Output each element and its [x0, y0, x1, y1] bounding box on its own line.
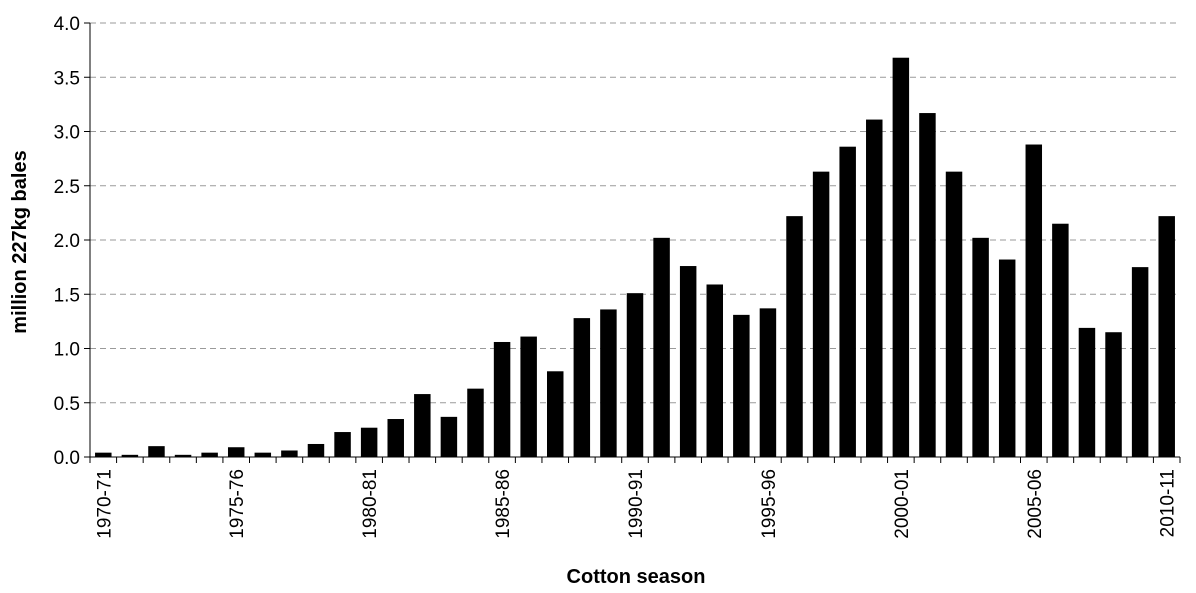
bar — [440, 416, 458, 457]
bar — [1078, 327, 1096, 457]
bar — [626, 293, 644, 457]
bar — [1131, 267, 1149, 457]
bar — [95, 452, 112, 457]
bars — [95, 57, 1175, 458]
bar — [972, 237, 989, 457]
bar — [1025, 144, 1043, 457]
y-tick-label: 0.5 — [54, 394, 80, 415]
x-tick-label: 1975-76 — [227, 469, 248, 539]
bar — [1158, 216, 1175, 457]
bar — [600, 309, 617, 457]
bar — [919, 113, 936, 458]
bar — [227, 447, 245, 457]
x-tick-labels: 1970-71 1975-76 1980-81 1985-86 1990-91 1995-… — [94, 469, 1178, 539]
bar — [281, 450, 298, 457]
axes — [84, 22, 1181, 463]
bar — [1052, 223, 1069, 457]
bar — [839, 146, 856, 457]
bar — [414, 394, 431, 457]
bar — [467, 388, 484, 457]
y-tick-label: 2.5 — [54, 177, 80, 198]
y-tick-label: 2.0 — [54, 231, 80, 252]
bar — [706, 284, 723, 457]
x-tick-label: 2000-01 — [892, 469, 913, 539]
bar — [520, 336, 537, 457]
y-tick-label: 4.0 — [54, 14, 80, 35]
bar — [334, 432, 351, 457]
bar — [254, 452, 272, 457]
y-tick-label: 0.0 — [54, 448, 80, 469]
bar — [866, 119, 883, 457]
bar — [573, 318, 591, 457]
bar — [733, 314, 750, 457]
bar — [786, 216, 803, 457]
x-tick-label: 1970-71 — [94, 469, 115, 539]
bar — [679, 266, 697, 457]
bar — [493, 341, 511, 457]
x-tick-label: 1980-81 — [360, 469, 381, 539]
y-tick-label: 1.0 — [54, 340, 80, 361]
bar — [387, 419, 404, 457]
x-tick-label: 2010-11 — [1158, 469, 1179, 537]
bar — [201, 452, 218, 457]
bar — [653, 237, 670, 457]
bar — [892, 57, 910, 457]
bar — [759, 308, 777, 457]
bar — [174, 454, 192, 457]
bar — [1105, 332, 1122, 457]
bar — [945, 171, 963, 457]
y-tick-label: 1.5 — [54, 285, 80, 306]
x-axis-title: Cotton season — [567, 566, 706, 588]
bar — [360, 427, 378, 457]
bar — [307, 443, 325, 457]
bar — [121, 454, 139, 457]
bar — [812, 171, 830, 457]
y-axis-title: million 227kg bales — [9, 150, 31, 333]
bar — [547, 371, 564, 457]
x-tick-label: 2005-06 — [1025, 469, 1046, 539]
bar — [148, 446, 165, 457]
x-tick-label: 1990-91 — [626, 469, 647, 539]
x-tick-label: 1985-86 — [493, 469, 514, 539]
y-tick-label: 3.0 — [54, 123, 80, 144]
x-tick-label: 1995-96 — [759, 469, 780, 539]
y-tick-labels: 0.0 0.5 1.0 1.5 2.0 2.5 3.0 3.5 4.0 — [54, 14, 80, 469]
bar — [998, 259, 1016, 457]
y-tick-label: 3.5 — [54, 68, 80, 89]
